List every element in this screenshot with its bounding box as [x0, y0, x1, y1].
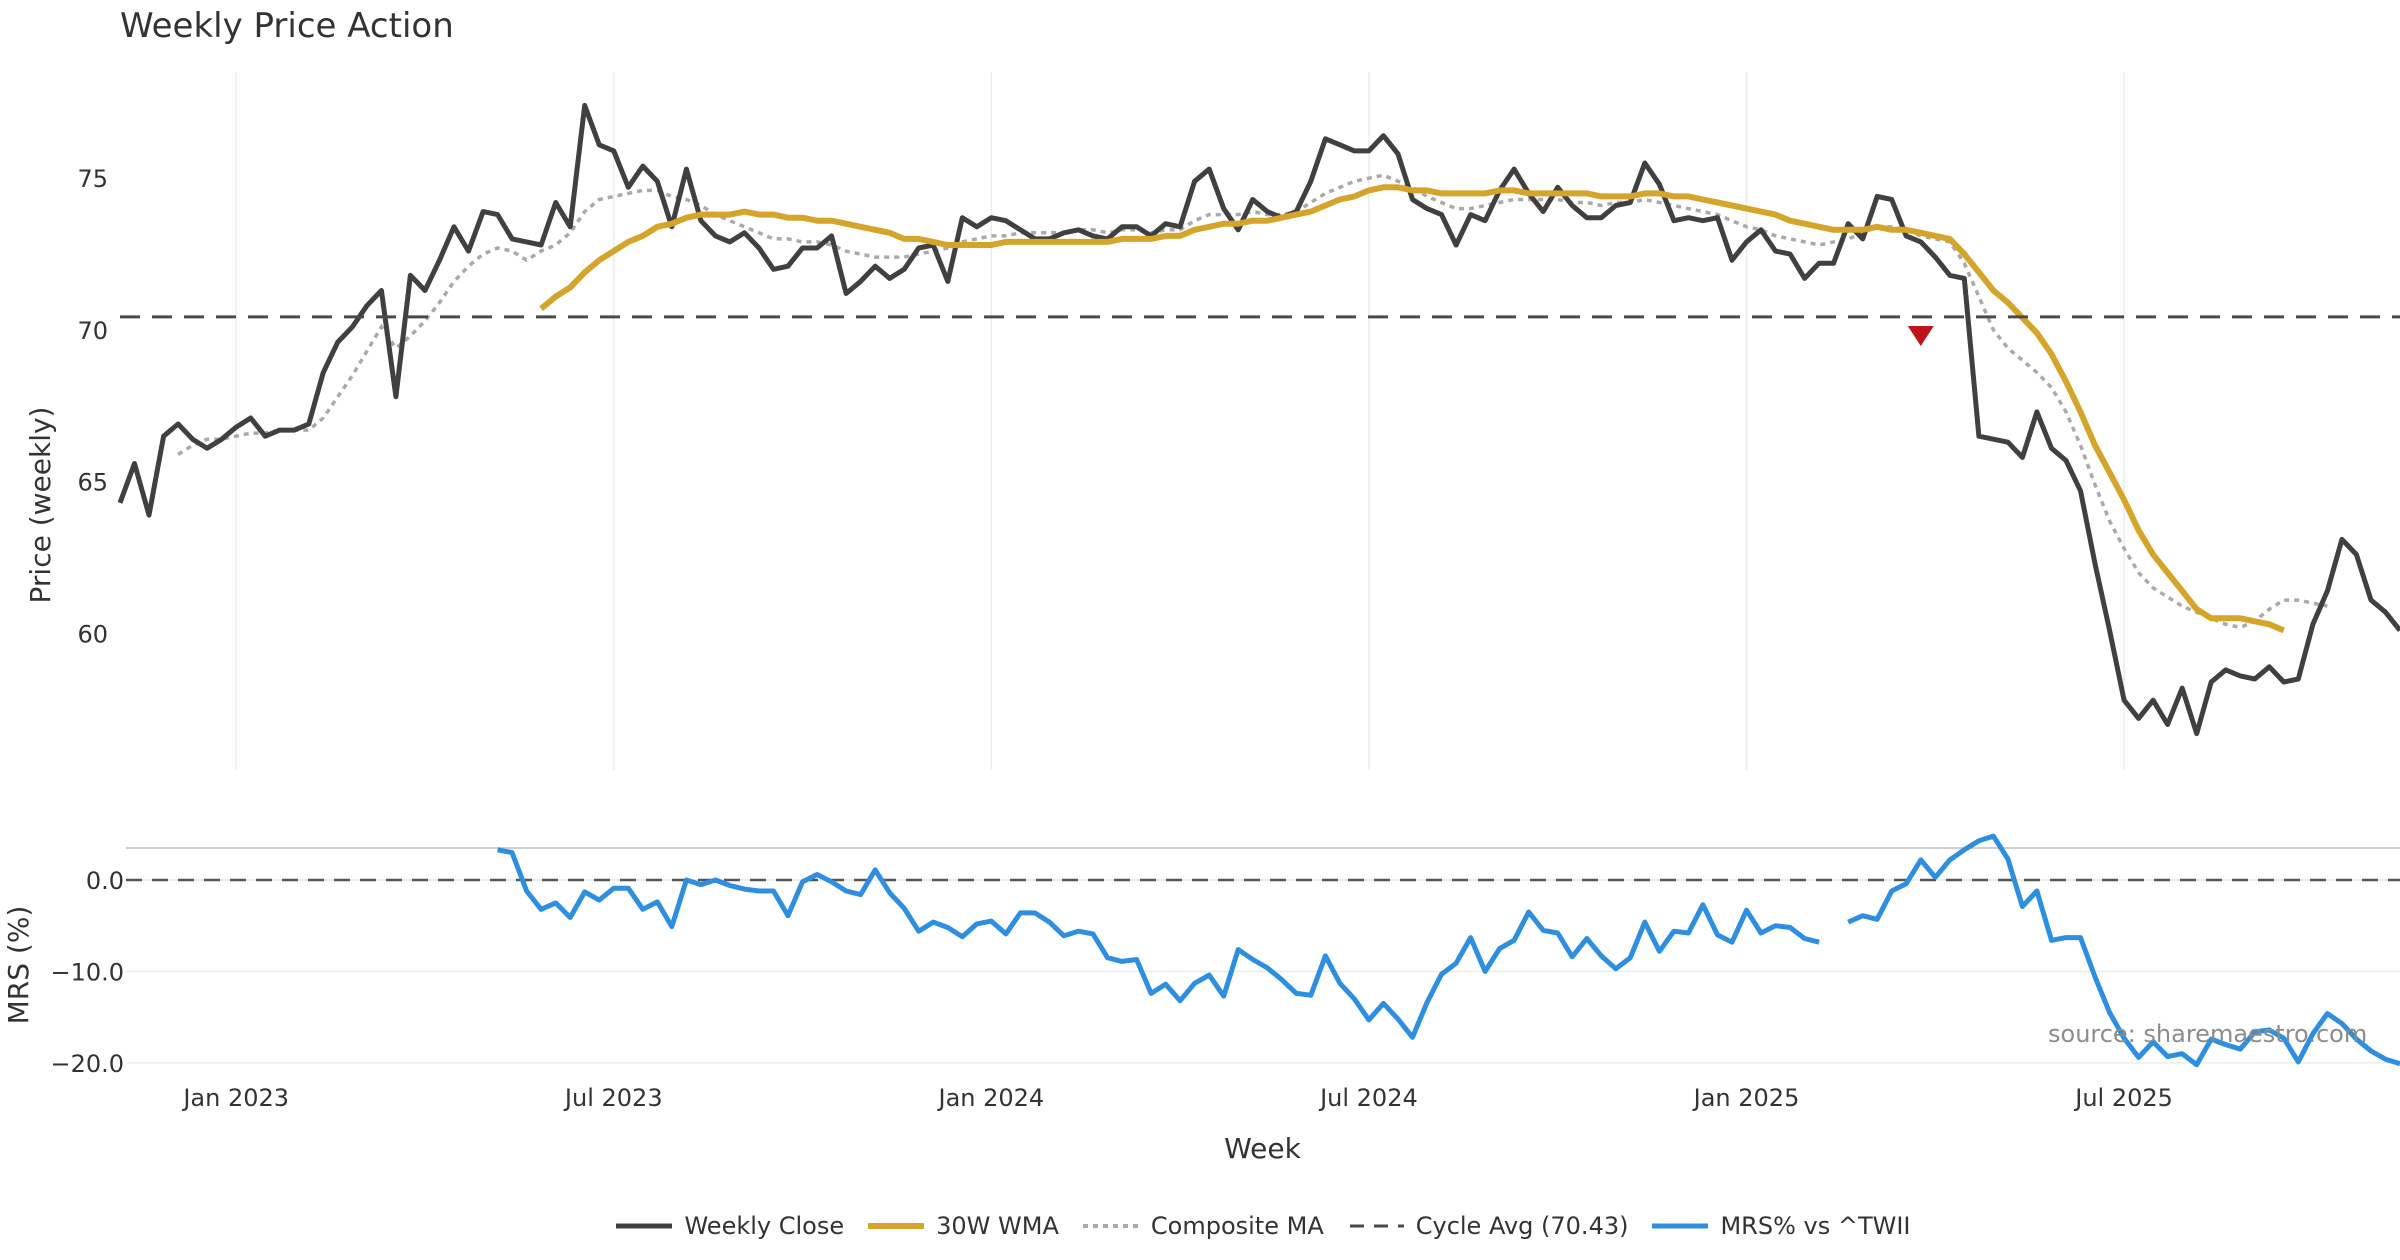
- legend-item-30w-wma: 30W WMA: [866, 1212, 1059, 1240]
- legend-swatch-composite-ma: [1082, 1224, 1139, 1228]
- mrs-series: [497, 833, 2400, 1068]
- legend: Weekly Close 30W WMA Composite MA Cycle …: [0, 1212, 2400, 1240]
- legend-swatch-cycle-avg: [1349, 1224, 1404, 1228]
- price-y-tick: 65: [77, 469, 108, 497]
- x-tick-label: Jul 2025: [2073, 1084, 2173, 1112]
- legend-label: MRS% vs ^TWII: [1720, 1212, 1911, 1240]
- chart-title: Weekly Price Action: [120, 6, 454, 46]
- legend-item-mrs: MRS% vs ^TWII: [1650, 1212, 1911, 1240]
- y-axis-label-price: Price (weekly): [24, 407, 57, 604]
- legend-swatch-weekly-close: [616, 1223, 673, 1229]
- price-y-tick: 75: [77, 165, 108, 193]
- source-watermark: source: sharemaestro.com: [2048, 1020, 2368, 1048]
- x-tick-label: Jul 2024: [1318, 1084, 1418, 1112]
- legend-item-composite-ma: Composite MA: [1081, 1212, 1324, 1240]
- mrs-gridlines: [126, 847, 2400, 1064]
- legend-swatch-mrs: [1652, 1223, 1709, 1229]
- wma-series: [539, 184, 2285, 634]
- mrs-y-tick: −10.0: [50, 958, 124, 986]
- weekly-close-series: [117, 102, 2400, 737]
- sell-signal-marker: [1907, 326, 1934, 347]
- legend-label: Weekly Close: [684, 1212, 845, 1240]
- x-tick-label: Jan 2025: [1692, 1084, 1800, 1112]
- x-tick-label: Jan 2024: [936, 1084, 1044, 1112]
- x-tick-label: Jan 2023: [181, 1084, 289, 1112]
- mrs-y-tick: −20.0: [50, 1050, 124, 1078]
- tick-layer: 60 65 70 75 0.0 −10.0 −20.0 Jan 2023 Jul 2023 Jan…: [50, 165, 2172, 1112]
- legend-swatch-30w-wma: [868, 1223, 925, 1229]
- y-axis-label-mrs: MRS (%): [2, 906, 35, 1025]
- legend-item-weekly-close: Weekly Close: [614, 1212, 844, 1240]
- price-y-tick: 60: [77, 620, 108, 648]
- series-layer: [117, 102, 2400, 1068]
- legend-label: Composite MA: [1150, 1212, 1324, 1240]
- legend-label: Cycle Avg (70.43): [1415, 1212, 1629, 1240]
- x-axis-label: Week: [1224, 1132, 1301, 1165]
- legend-label: 30W WMA: [936, 1212, 1059, 1240]
- legend-item-cycle-avg: Cycle Avg (70.43): [1346, 1212, 1629, 1240]
- price-gridlines: [235, 72, 2125, 770]
- mrs-y-tick: 0.0: [86, 867, 124, 895]
- price-y-tick: 70: [77, 317, 108, 345]
- x-tick-label: Jul 2023: [563, 1084, 663, 1112]
- composite-ma-series: [177, 173, 2328, 630]
